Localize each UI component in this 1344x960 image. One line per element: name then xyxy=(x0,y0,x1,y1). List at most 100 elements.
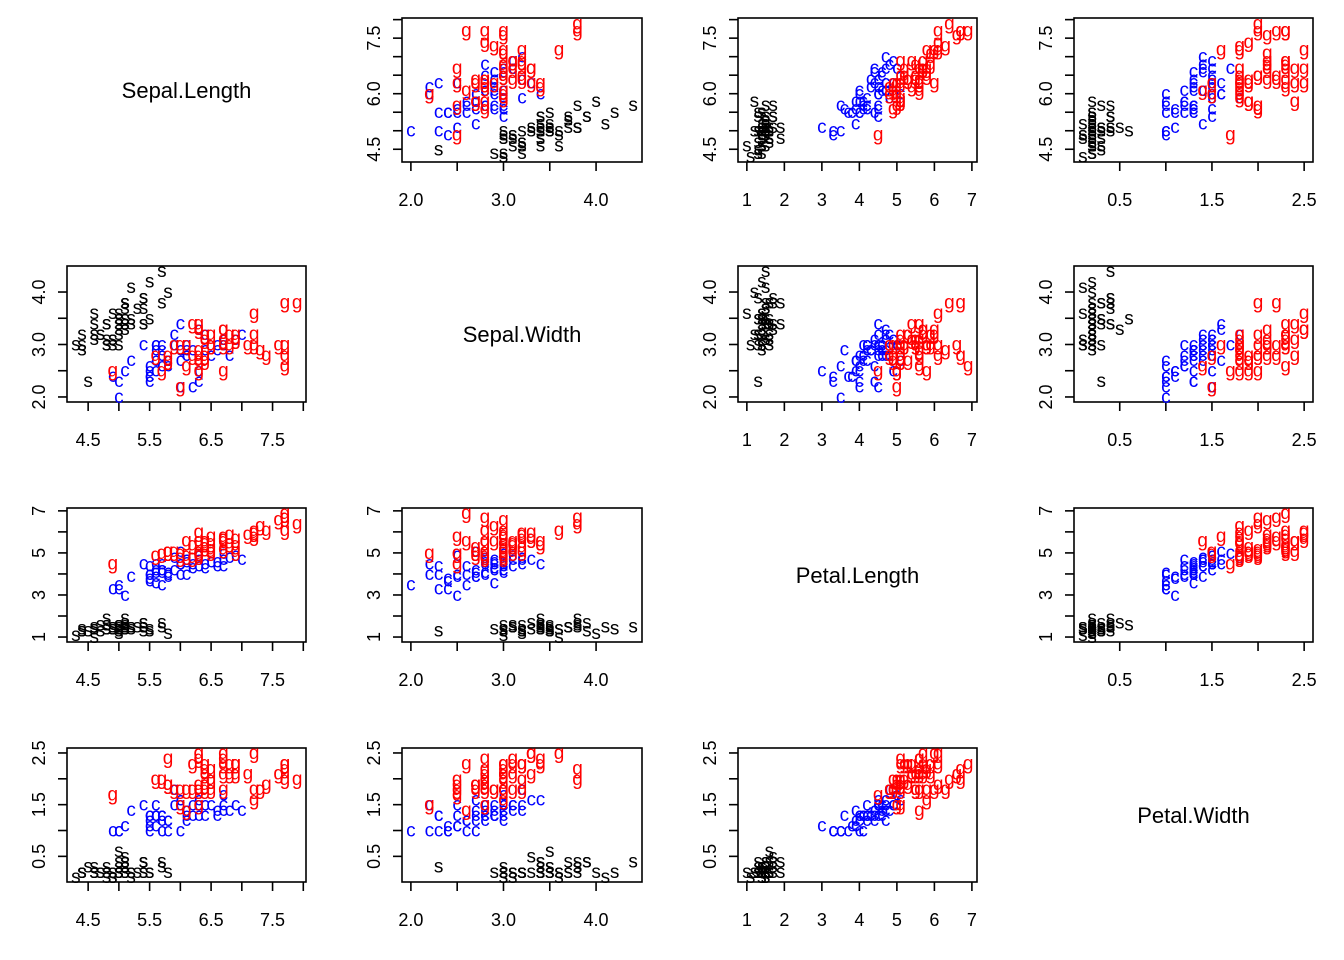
point-setosa: s xyxy=(139,617,149,638)
point-virginica: g xyxy=(452,543,463,564)
point-versicolor: c xyxy=(434,805,444,826)
point-versicolor: c xyxy=(157,355,167,376)
point-setosa: s xyxy=(1087,121,1097,142)
point-virginica: g xyxy=(261,345,272,366)
point-virginica: g xyxy=(480,758,491,779)
point-setosa: s xyxy=(761,329,771,350)
point-setosa: s xyxy=(536,128,546,149)
point-setosa: s xyxy=(1097,617,1107,638)
point-versicolor: c xyxy=(873,99,883,120)
point-versicolor: c xyxy=(489,99,499,120)
point-versicolor: c xyxy=(847,815,857,836)
point-versicolor: c xyxy=(1180,95,1190,116)
point-virginica: g xyxy=(163,541,174,562)
point-versicolor: c xyxy=(434,556,444,577)
point-virginica: g xyxy=(200,532,211,553)
point-versicolor: c xyxy=(471,99,481,120)
point-setosa: s xyxy=(536,617,546,638)
point-setosa: s xyxy=(761,113,771,134)
point-versicolor: c xyxy=(1189,340,1199,361)
point-versicolor: c xyxy=(1189,562,1199,583)
point-virginica: g xyxy=(249,743,260,764)
x-tick-label: 2.0 xyxy=(398,670,423,690)
point-virginica: g xyxy=(1280,334,1291,355)
point-versicolor: c xyxy=(108,366,118,387)
point-virginica: g xyxy=(526,73,537,94)
point-setosa: s xyxy=(114,619,124,640)
point-virginica: g xyxy=(498,753,509,774)
point-versicolor: c xyxy=(480,80,490,101)
point-versicolor: c xyxy=(462,102,472,123)
point-virginica: g xyxy=(554,743,565,764)
point-versicolor: c xyxy=(499,805,509,826)
point-setosa: s xyxy=(508,136,518,157)
point-setosa: s xyxy=(757,308,767,329)
point-versicolor: c xyxy=(471,84,481,105)
point-versicolor: c xyxy=(851,800,861,821)
point-versicolor: c xyxy=(855,102,865,123)
point-setosa: s xyxy=(765,841,775,862)
point-setosa: s xyxy=(1087,619,1097,640)
point-setosa: s xyxy=(1087,612,1097,633)
panel-frame xyxy=(66,265,307,403)
point-virginica: g xyxy=(892,361,903,382)
point-versicolor: c xyxy=(873,334,883,355)
point-virginica: g xyxy=(517,528,528,549)
x-tick-label: 2.0 xyxy=(398,910,423,930)
point-setosa: s xyxy=(517,862,527,883)
point-versicolor: c xyxy=(480,800,490,821)
point-virginica: g xyxy=(572,758,583,779)
point-virginica: g xyxy=(914,69,925,90)
point-setosa: s xyxy=(536,136,546,157)
point-virginica: g xyxy=(940,779,951,800)
point-virginica: g xyxy=(914,345,925,366)
point-setosa: s xyxy=(145,862,155,883)
point-setosa: s xyxy=(761,117,771,138)
x-tick-label: 6 xyxy=(929,430,939,450)
point-versicolor: c xyxy=(499,560,509,581)
panel-frame xyxy=(737,265,978,403)
point-setosa: s xyxy=(757,117,767,138)
point-setosa: s xyxy=(765,308,775,329)
point-setosa: s xyxy=(765,314,775,335)
point-versicolor: c xyxy=(1226,334,1236,355)
point-virginica: g xyxy=(1262,69,1273,90)
point-virginica: g xyxy=(1290,530,1301,551)
point-setosa: s xyxy=(1087,303,1097,324)
point-versicolor: c xyxy=(1207,334,1217,355)
point-versicolor: c xyxy=(489,80,499,101)
point-setosa: s xyxy=(554,867,564,888)
point-versicolor: c xyxy=(828,821,838,842)
point-setosa: s xyxy=(757,340,767,361)
point-setosa: s xyxy=(757,128,767,149)
point-versicolor: c xyxy=(176,376,186,397)
point-versicolor: c xyxy=(527,73,537,94)
variable-label: Sepal.Width xyxy=(463,322,582,347)
point-setosa: s xyxy=(114,314,124,335)
point-virginica: g xyxy=(914,800,925,821)
point-versicolor: c xyxy=(508,58,518,79)
y-tick-label: 3 xyxy=(364,590,384,600)
point-versicolor: c xyxy=(188,340,198,361)
point-versicolor: c xyxy=(406,821,416,842)
point-virginica: g xyxy=(895,774,906,795)
point-virginica: g xyxy=(452,774,463,795)
point-virginica: g xyxy=(1271,334,1282,355)
point-setosa: s xyxy=(126,862,136,883)
point-versicolor: c xyxy=(1161,570,1171,591)
point-setosa: s xyxy=(582,612,592,633)
point-setosa: s xyxy=(517,619,527,640)
point-setosa: s xyxy=(96,862,106,883)
point-versicolor: c xyxy=(425,795,435,816)
point-setosa: s xyxy=(757,334,767,355)
point-versicolor: c xyxy=(212,800,222,821)
x-tick-label: 0.5 xyxy=(1107,190,1132,210)
x-tick-label: 1 xyxy=(742,430,752,450)
point-virginica: g xyxy=(194,543,205,564)
point-versicolor: c xyxy=(1180,549,1190,570)
point-setosa: s xyxy=(508,617,518,638)
point-virginica: g xyxy=(498,84,509,105)
point-virginica: g xyxy=(1234,345,1245,366)
point-setosa: s xyxy=(1087,293,1097,314)
